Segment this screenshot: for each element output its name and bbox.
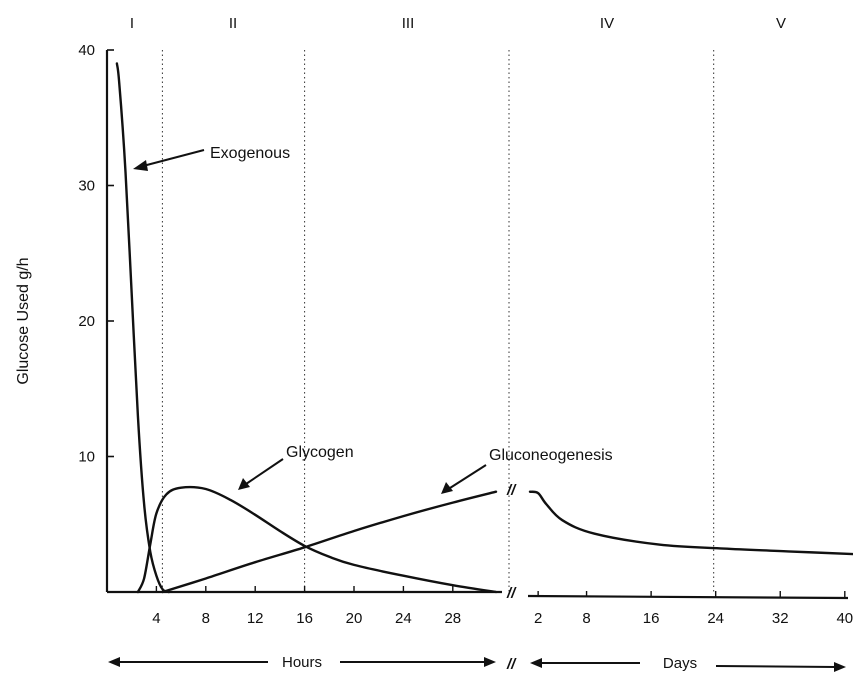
days-unit-label: Days: [663, 655, 697, 672]
hours-unit-label: Hours: [282, 654, 322, 671]
x-tick-label: 32: [772, 610, 789, 627]
x-tick-label: 24: [707, 610, 724, 627]
annotation-gluconeogenesis: Gluconeogenesis: [489, 447, 613, 464]
x-tick-label: 4: [152, 610, 160, 627]
annotation-glycogen: Glycogen: [286, 444, 354, 461]
annotation-gluconeogenesis-arrow: [449, 464, 487, 489]
y-axis-title: Glucose Used g/h: [15, 257, 32, 384]
series-glycogen-line: [136, 485, 498, 594]
phase-label-V: V: [776, 15, 786, 32]
annotation-gluconeogenesis-arrowhead: [441, 482, 453, 494]
y-tick-label: 20: [78, 313, 95, 330]
x-tick-label: 8: [202, 610, 210, 627]
x-tick-label: 28: [444, 610, 461, 627]
x-axis-ticks: 4 8 12 16 20 24 28 2 8 16 24 32 40: [152, 586, 853, 627]
axis-break-curve: //: [506, 482, 517, 499]
y-tick-label: 30: [78, 178, 95, 195]
annotation-exogenous-arrow: [142, 149, 205, 167]
axis-break-legend: //: [506, 656, 517, 673]
days-arrow-left-head: [530, 658, 542, 668]
days-arrow-right-head: [834, 662, 846, 672]
y-axis-ticks: 10 20 30 40: [78, 42, 114, 466]
x-axis-days: [527, 594, 849, 600]
phase-label-IV: IV: [600, 15, 614, 32]
phase-labels: I II III IV V: [130, 15, 786, 32]
phase-label-I: I: [130, 15, 134, 32]
phase-dividers: [161, 50, 715, 592]
x-tick-label: 12: [247, 610, 264, 627]
x-tick-label: 40: [836, 610, 853, 627]
x-tick-label: 16: [643, 610, 660, 627]
series-gluconeogenesis-days-line: [528, 490, 853, 556]
x-tick-label: 16: [296, 610, 313, 627]
phase-label-II: II: [229, 15, 237, 32]
annotation-exogenous-arrowhead: [133, 160, 148, 171]
annotation-glycogen-arrow: [245, 458, 284, 485]
hours-arrow-right-head: [484, 657, 496, 667]
days-arrow-right-line: [715, 665, 837, 668]
annotation-exogenous: Exogenous: [210, 145, 290, 162]
x-tick-label: 24: [395, 610, 412, 627]
annotation-glycogen-arrowhead: [238, 478, 250, 490]
series-gluconeogenesis-hours-line: [161, 490, 498, 594]
phase-label-III: III: [402, 15, 415, 32]
x-tick-label: 20: [346, 610, 363, 627]
x-tick-label: 2: [534, 610, 542, 627]
x-tick-label: 8: [582, 610, 590, 627]
series-exogenous-line: [115, 62, 170, 594]
hours-arrow-left-head: [108, 657, 120, 667]
y-tick-label: 10: [78, 449, 95, 466]
y-tick-label: 40: [78, 42, 95, 59]
axis-break-bottom: //: [506, 585, 517, 602]
